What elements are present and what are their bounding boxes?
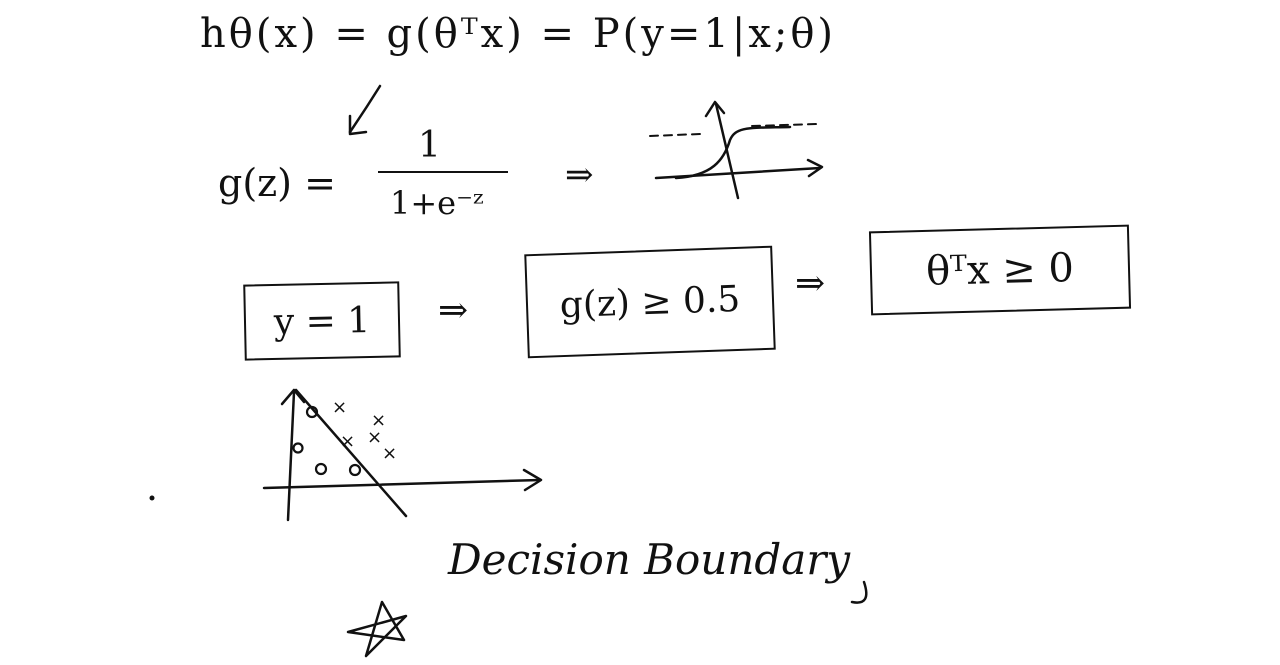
decision-boundary-label: Decision Boundary (448, 535, 851, 584)
sigmoid-denominator: 1+e⁻ᶻ (390, 184, 484, 222)
sigmoid-numerator: 1 (418, 125, 441, 166)
cross-mark: × (340, 431, 355, 452)
decision-boundary-plot: × × × × × (262, 388, 543, 522)
implies-arrow-2: ⇒ (438, 290, 469, 331)
cross-mark: × (382, 443, 397, 464)
hypothesis-equation: hθ(x) = g(θᵀx) = P(y=1|x;θ) (200, 11, 837, 57)
boundary-tail (850, 580, 868, 604)
ink-dot (149, 495, 155, 501)
star-doodle (346, 600, 408, 658)
fraction-bar (378, 171, 508, 173)
cross-mark: × (371, 410, 386, 431)
sigmoid-lhs: g(z) = (218, 161, 336, 205)
down-arrow (348, 84, 382, 136)
cross-mark: × (332, 397, 347, 418)
cross-mark: × (367, 427, 382, 448)
sigmoid-sketch (649, 100, 824, 200)
implies-arrow-3: ⇒ (795, 263, 826, 304)
implies-arrow-1: ⇒ (565, 155, 594, 195)
